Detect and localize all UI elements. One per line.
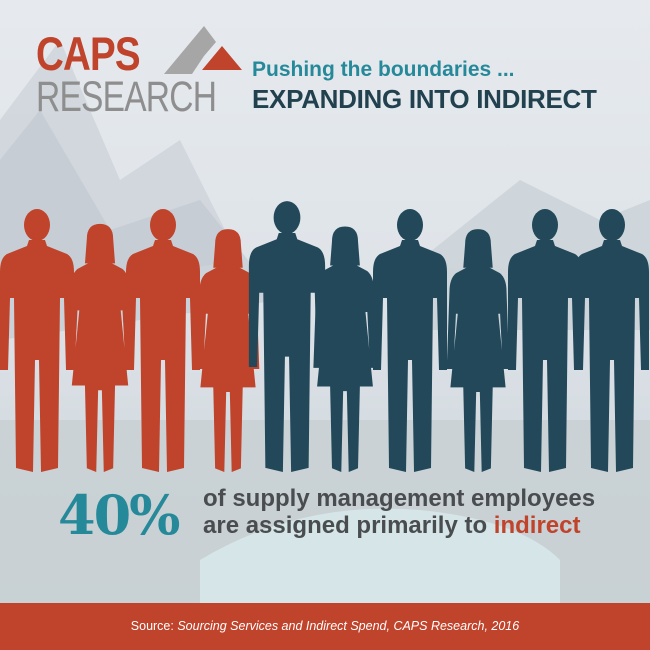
highlighted-man-silhouette [0, 209, 74, 472]
stat-line-2-prefix: are assigned primarily to [203, 512, 494, 539]
man-silhouette [248, 201, 326, 472]
mountain-logo-icon [164, 26, 242, 74]
man-silhouette [508, 209, 582, 472]
source-citation: Sourcing Services and Indirect Spend, CA… [177, 619, 520, 633]
stat-value: 40% [58, 483, 180, 547]
tagline: Pushing the boundaries ... [252, 58, 515, 81]
highlighted-woman-silhouette [68, 223, 132, 472]
people-pictograph [0, 201, 649, 473]
source-prefix: Source: [130, 619, 178, 633]
man-silhouette [575, 209, 649, 472]
woman-silhouette [313, 226, 377, 473]
stat-line-2: are assigned primarily to indirect [203, 512, 580, 540]
man-silhouette [373, 209, 447, 472]
highlighted-woman-silhouette [196, 229, 260, 472]
stat-highlight: indirect [493, 512, 581, 539]
woman-silhouette [446, 229, 510, 472]
headline: EXPANDING INTO INDIRECT [252, 84, 597, 114]
source-footer: Source: Sourcing Services and Indirect S… [0, 603, 650, 650]
logo-research: RESEARCH [36, 73, 217, 121]
logo-caps: CAPS [36, 27, 141, 80]
stat-line-1: of supply management employees [203, 485, 596, 512]
highlighted-man-silhouette [126, 209, 200, 472]
